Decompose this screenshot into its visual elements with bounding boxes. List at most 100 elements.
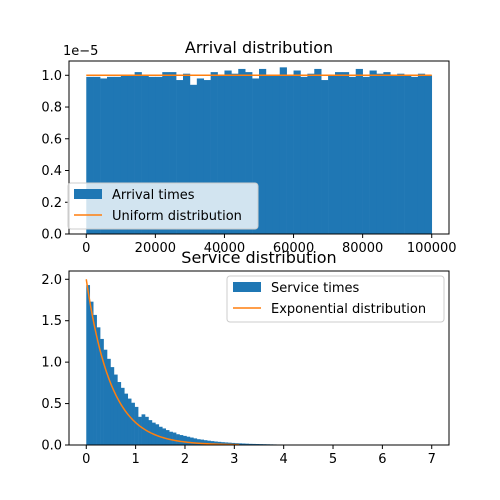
arrival-hist-bar (238, 68, 246, 234)
arrival-hist-bar (93, 76, 101, 235)
service-legend-line-label: Exponential distribution (271, 302, 426, 317)
arrival-hist-bar (176, 80, 184, 234)
arrival-hist-bar (210, 72, 218, 234)
arrival-y-tick-label: 0.2 (41, 196, 62, 211)
service-legend: Service times Exponential distribution (226, 275, 445, 323)
service-hist-bar (117, 382, 122, 445)
arrival-hist-bar (86, 76, 94, 235)
service-x-tick-label: 5 (329, 452, 337, 467)
service-hist-bar (207, 440, 211, 445)
service-hist-bar (107, 358, 111, 445)
exponential-line-group (85, 279, 240, 446)
arrival-y-tick-label: 0.8 (41, 101, 62, 116)
arrival-y-tick-label: 0.0 (41, 228, 62, 243)
arrival-hist-bar (162, 72, 170, 234)
service-hist-bar (183, 435, 187, 445)
arrival-legend-hist-label: Arrival times (112, 188, 195, 203)
service-hist-bar (124, 393, 129, 445)
arrival-hist-bar (404, 75, 412, 234)
service-x-tick-label: 7 (428, 452, 436, 467)
arrival-hist-bar (328, 75, 336, 234)
service-legend-box (226, 275, 445, 323)
arrival-title: Arrival distribution (185, 38, 333, 57)
arrival-hist-bar (279, 67, 287, 234)
arrival-hist-bar (369, 70, 377, 235)
service-x-tick-label: 2 (181, 452, 189, 467)
arrival-axes-frame (68, 60, 450, 235)
service-y-tick-label: 2.0 (41, 273, 62, 288)
service-hist-bar (248, 443, 253, 445)
arrival-hist-bar (293, 70, 301, 235)
arrival-offset-text: 1e−5 (63, 44, 98, 59)
service-hist-bar (169, 431, 173, 445)
arrival-hist-bar (183, 73, 191, 234)
arrival-y-tick-label: 1.0 (41, 69, 62, 84)
arrival-hist-bar (259, 68, 267, 234)
service-axes-frame (68, 270, 450, 446)
arrival-hist-bar (355, 68, 363, 234)
arrival-hist-bar (362, 76, 370, 235)
service-hist-bar (203, 440, 208, 445)
service-hist-bar (165, 430, 170, 445)
arrival-y-tick-label: 0.4 (41, 164, 62, 179)
service-hist-bar (86, 285, 91, 445)
arrival-hist-bar (390, 75, 398, 234)
service-hist-bar (113, 374, 118, 445)
arrival-y-ticks: 0.0 0.2 0.4 0.6 0.8 1.0 (41, 69, 69, 243)
arrival-hist-bar (252, 78, 260, 235)
service-hist-bar (96, 327, 101, 445)
service-hist-bar (103, 349, 108, 445)
arrival-hist-bar (189, 84, 198, 234)
service-hist-bar (158, 426, 163, 445)
arrival-histogram (86, 67, 433, 235)
service-hist-bar (217, 441, 222, 445)
arrival-hist-bar (120, 75, 129, 234)
service-y-tick-label: 0.5 (41, 397, 62, 412)
service-hist-bar (176, 434, 180, 445)
arrival-legend-hist-swatch (74, 189, 102, 199)
arrival-subplot: 0 20000 40000 60000 80000 100000 0.0 0.2 0.4 0.6… (41, 38, 456, 256)
arrival-hist-bar (411, 76, 419, 235)
arrival-y-tick-label: 0.6 (41, 132, 62, 147)
arrival-hist-bar (245, 72, 253, 234)
service-hist-bar (186, 436, 191, 445)
arrival-hist-bar (300, 76, 308, 235)
arrival-x-tick-label: 100000 (407, 241, 457, 256)
service-hist-bar (252, 443, 256, 445)
service-hist-bar (93, 314, 97, 445)
arrival-hist-bar (265, 75, 274, 234)
arrival-hist-bar (397, 73, 405, 234)
service-y-tick-label: 0.0 (41, 439, 62, 454)
service-hist-bar (241, 443, 246, 445)
service-x-tick-label: 3 (230, 452, 238, 467)
arrival-hist-bar (424, 75, 433, 234)
arrival-x-tick-label: 0 (82, 241, 90, 256)
service-y-tick-label: 1.5 (41, 314, 62, 329)
service-hist-bar (110, 367, 115, 445)
arrival-hist-bar (286, 75, 294, 234)
arrival-hist-bar (383, 72, 391, 234)
service-hist-bar (179, 435, 184, 445)
arrival-hist-bar (196, 78, 205, 235)
service-x-tick-label: 0 (82, 452, 90, 467)
arrival-hist-bar (321, 80, 329, 234)
service-hist-bar (189, 437, 194, 445)
service-y-ticks: 0.0 0.5 1.0 1.5 2.0 (41, 273, 69, 454)
arrival-x-tick-label: 20000 (135, 241, 176, 256)
arrival-hist-bar (217, 75, 225, 234)
arrival-hist-bar (272, 75, 281, 234)
arrival-legend: Arrival times Uniform distribution (67, 182, 259, 230)
arrival-hist-bar (314, 68, 322, 234)
arrival-hist-bar (348, 76, 357, 235)
arrival-x-tick-label: 80000 (342, 241, 383, 256)
arrival-hist-bar (307, 73, 315, 234)
arrival-hist-bar (127, 75, 135, 234)
service-fit-line (85, 279, 240, 446)
service-hist-bar (221, 442, 225, 445)
service-x-tick-label: 1 (131, 452, 139, 467)
arrival-hist-bar (113, 76, 122, 235)
service-hist-bar (245, 443, 249, 445)
arrival-hist-bar (100, 78, 108, 235)
service-hist-bar (210, 441, 215, 445)
